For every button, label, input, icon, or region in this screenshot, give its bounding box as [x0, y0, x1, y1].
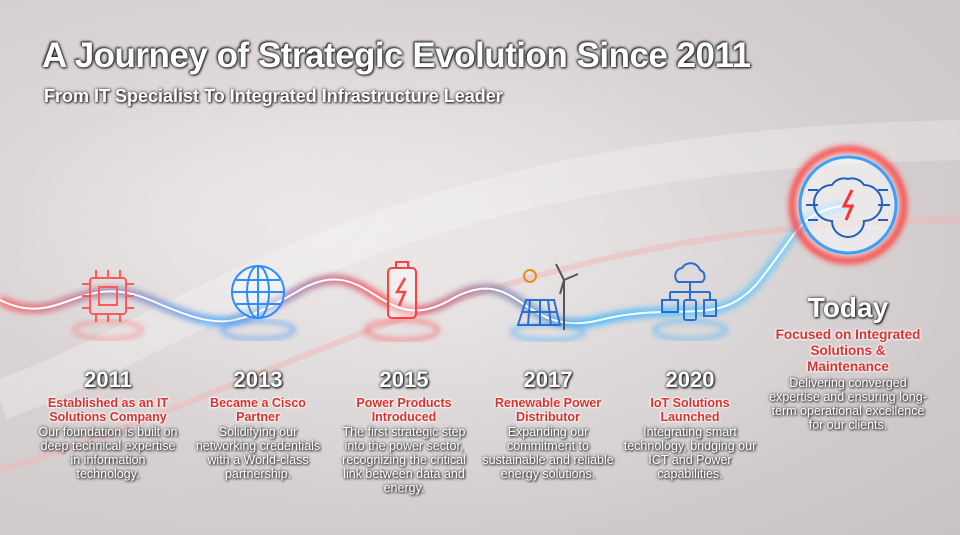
milestone-heading: Power Products Introduced — [356, 396, 452, 424]
road — [0, 120, 960, 419]
milestone-description: Solidifying our networking credentials w… — [195, 425, 321, 481]
globe-icon — [221, 265, 295, 340]
subtitle: From IT Specialist To Integrated Infrast… — [44, 86, 503, 106]
wave-line — [0, 204, 851, 325]
milestone-year: 2017 — [523, 367, 573, 392]
brain-icon — [789, 146, 907, 264]
milestone-heading: Focused on Integrated Solutions & Mainte… — [775, 327, 921, 374]
milestone: Today Focused on Integrated Solutions & M… — [768, 292, 928, 432]
battery-icon — [365, 261, 439, 341]
milestone: 2011 Established as an IT Solutions Compa… — [38, 367, 178, 481]
milestone-heading: Became a Cisco Partner — [210, 396, 306, 424]
chip-icon — [73, 270, 143, 340]
milestone-year: 2011 — [84, 367, 132, 392]
milestone-description: Integrating smart technology, bridging o… — [623, 425, 757, 481]
milestone-description: Our foundation is built on deep technica… — [38, 425, 178, 481]
milestone-year: 2020 — [665, 367, 715, 392]
milestone-description: Expanding our commitment to sustainable … — [482, 425, 614, 481]
milestone-year: 2013 — [233, 367, 283, 392]
milestone: 2015 Power Products Introduced The first s… — [334, 367, 474, 495]
milestone: 2020 IoT Solutions Launched Integrating sm… — [620, 367, 760, 481]
title: A Journey of Strategic Evolution Since 2… — [42, 36, 751, 75]
milestone-year: 2015 — [379, 367, 429, 392]
milestone-description: Delivering converged expertise and ensur… — [769, 376, 927, 432]
milestone-heading: Established as an IT Solutions Company — [47, 396, 169, 424]
milestone: 2013 Became a Cisco Partner Solidifying ou… — [188, 367, 328, 481]
iot-icon — [653, 262, 727, 340]
milestone-heading: Renewable Power Distributor — [494, 396, 602, 424]
milestone-description: The first strategic step into the power … — [342, 425, 466, 495]
milestone-year: Today — [807, 292, 889, 323]
milestone-heading: IoT Solutions Launched — [650, 396, 730, 424]
milestone: 2017 Renewable Power Distributor Expanding… — [478, 367, 618, 481]
renewable-icon — [511, 263, 585, 341]
